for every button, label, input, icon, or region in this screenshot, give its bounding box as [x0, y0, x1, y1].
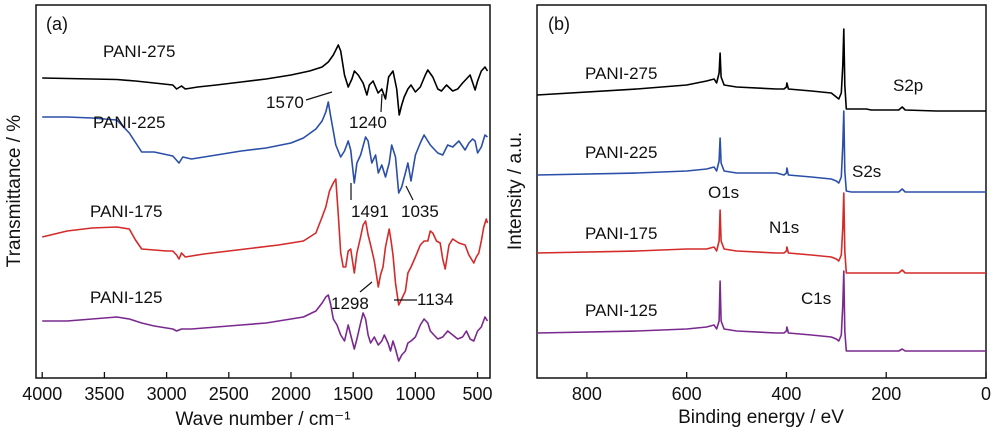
panel-a-x-axis-title: Wave number / cm⁻¹	[175, 409, 350, 430]
panel-b-x-tick-label: 0	[981, 384, 991, 404]
panel-b: (b) 800 600 400 200 0 PANI-275 PANI-225 PANI…	[505, 4, 991, 428]
peak-label-c1s: C1s	[801, 289, 831, 308]
panel-a-x-tick-label: 1500	[333, 384, 373, 404]
panel-a-series-labels: PANI-275 PANI-225 PANI-175 PANI-125	[90, 42, 175, 307]
peak-label-1134: 1134	[417, 290, 454, 309]
panel-b-series-label-pani-125: PANI-125	[585, 301, 657, 320]
panel-b-label: (b)	[548, 14, 570, 34]
panel-b-series-label-pani-225: PANI-225	[585, 143, 657, 162]
panel-a-label: (a)	[46, 14, 68, 34]
peak-label-s2p: S2p	[893, 76, 923, 95]
panel-b-series-label-pani-275: PANI-275	[585, 64, 657, 83]
peak-label-1240: 1240	[349, 113, 387, 132]
panel-b-y-axis-title: Intensity / a.u.	[505, 132, 526, 250]
panel-a-x-tick-label: 3000	[147, 384, 187, 404]
peak-label-o1s: O1s	[708, 183, 739, 202]
panel-a-y-axis-title: Transmittance / %	[4, 115, 25, 268]
peak-label-1570: 1570	[266, 93, 304, 112]
panel-b-x-ticks: 800 600 400 200 0	[572, 372, 991, 404]
panel-a-frame	[35, 4, 491, 379]
peak-label-s2s: S2s	[852, 162, 881, 181]
panel-b-series-line-pani-275	[536, 28, 986, 112]
peak-arrow-1035	[405, 185, 414, 201]
peak-arrow-1570	[305, 91, 333, 101]
panel-a-series-line-pani-275	[42, 44, 489, 116]
peak-label-1035: 1035	[401, 202, 439, 221]
panel-a-x-tick-label: 500	[463, 384, 493, 404]
panel-b-series	[536, 28, 986, 352]
panel-a-series-label-pani-125: PANI-125	[90, 288, 162, 307]
peak-arrow-1298	[359, 281, 373, 293]
panel-b-x-tick-label: 800	[572, 384, 602, 404]
panel-b-x-tick-label: 400	[771, 384, 801, 404]
panel-b-series-label-pani-175: PANI-175	[585, 224, 657, 243]
panel-a-x-tick-label: 4000	[22, 384, 62, 404]
panel-b-series-line-pani-225	[536, 110, 986, 193]
peak-label-n1s: N1s	[769, 218, 799, 237]
panel-a-series-label-pani-225: PANI-225	[93, 113, 165, 132]
panel-a: (a) 4000 3500 3000 2500 2000 1500 1000 500 PANI…	[4, 4, 493, 430]
panel-a-peak-annotations: 1570 1240 1491 1035 1298 1134	[266, 91, 454, 313]
panel-a-series-line-pani-175	[42, 178, 489, 306]
peak-arrow-1240	[380, 93, 383, 113]
panel-a-series-line-pani-225	[42, 101, 488, 194]
panel-b-series-line-pani-175	[536, 192, 986, 274]
panel-a-series-line-pani-125	[42, 294, 489, 362]
panel-a-series-label-pani-175: PANI-175	[90, 202, 162, 221]
panel-b-x-tick-label: 200	[871, 384, 901, 404]
panel-a-x-ticks: 4000 3500 3000 2500 2000 1500 1000 500	[22, 372, 493, 404]
panel-a-x-tick-label: 2500	[209, 384, 249, 404]
panel-a-x-tick-label: 3500	[84, 384, 124, 404]
panel-a-series-label-pani-275: PANI-275	[103, 42, 175, 61]
peak-label-1298: 1298	[331, 294, 369, 313]
panel-a-x-tick-label: 1000	[395, 384, 435, 404]
panel-a-series	[42, 44, 489, 362]
panel-a-x-tick-label: 2000	[271, 384, 311, 404]
panel-b-series-line-pani-125	[536, 270, 986, 352]
peak-label-1491: 1491	[351, 202, 389, 221]
panel-b-x-axis-title: Binding energy / eV	[678, 407, 844, 428]
panel-b-x-tick-label: 600	[672, 384, 702, 404]
panel-b-series-labels: PANI-275 PANI-225 PANI-175 PANI-125	[585, 64, 657, 320]
panel-b-peak-annotations: S2p S2s O1s N1s C1s	[708, 76, 923, 308]
